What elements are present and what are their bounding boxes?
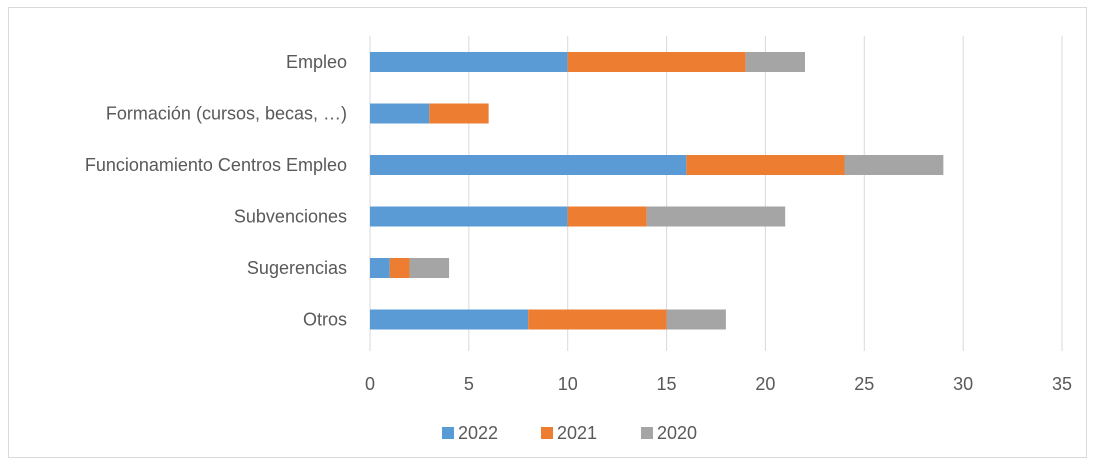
legend-label-2020: 2020	[657, 423, 697, 443]
legend-swatch-2022	[442, 427, 454, 439]
category-label-4: Sugerencias	[247, 258, 347, 278]
category-label-5: Otros	[303, 310, 347, 330]
chart-container: 0 5 10 15 20 25 30 35 Empleo Formación (cursos, b…	[8, 7, 1087, 458]
bar-2022-4	[370, 258, 390, 278]
stacked-bar-chart: 0 5 10 15 20 25 30 35 Empleo Formación (cursos, b…	[85, 36, 1072, 443]
bar-2021-3	[567, 206, 647, 227]
x-tick-label-10: 10	[558, 374, 578, 394]
bar-2020-5	[666, 309, 726, 330]
category-label-3: Subvenciones	[234, 207, 347, 227]
legend-swatch-2020	[641, 427, 653, 439]
legend-label-2022: 2022	[458, 423, 498, 443]
bar-2020-3	[646, 206, 786, 227]
legend-label-2021: 2021	[557, 423, 597, 443]
bar-2021-0	[567, 52, 746, 72]
x-tick-label-20: 20	[755, 374, 775, 394]
bar-2021-2	[686, 155, 845, 175]
bar-2020-2	[844, 155, 944, 175]
bar-2022-2	[370, 155, 687, 175]
x-tick-label-25: 25	[854, 374, 874, 394]
legend-swatch-2021	[541, 427, 553, 439]
x-tick-label-35: 35	[1052, 374, 1072, 394]
x-tick-label-30: 30	[953, 374, 973, 394]
bar-2021-5	[528, 309, 667, 330]
bar-2021-4	[389, 258, 410, 278]
category-label-1: Formación (cursos, becas, …)	[106, 104, 347, 124]
category-label-0: Empleo	[286, 52, 347, 72]
bar-2022-3	[370, 206, 568, 227]
bar-2022-5	[370, 309, 529, 330]
bar-2020-4	[409, 258, 450, 278]
x-tick-label-15: 15	[657, 374, 677, 394]
bar-2022-1	[370, 103, 430, 124]
x-tick-label-0: 0	[365, 374, 375, 394]
bar-2022-0	[370, 52, 568, 72]
x-tick-label-5: 5	[464, 374, 474, 394]
bar-2020-0	[745, 52, 805, 72]
bar-2021-1	[429, 103, 489, 124]
category-label-2: Funcionamiento Centros Empleo	[85, 155, 347, 175]
